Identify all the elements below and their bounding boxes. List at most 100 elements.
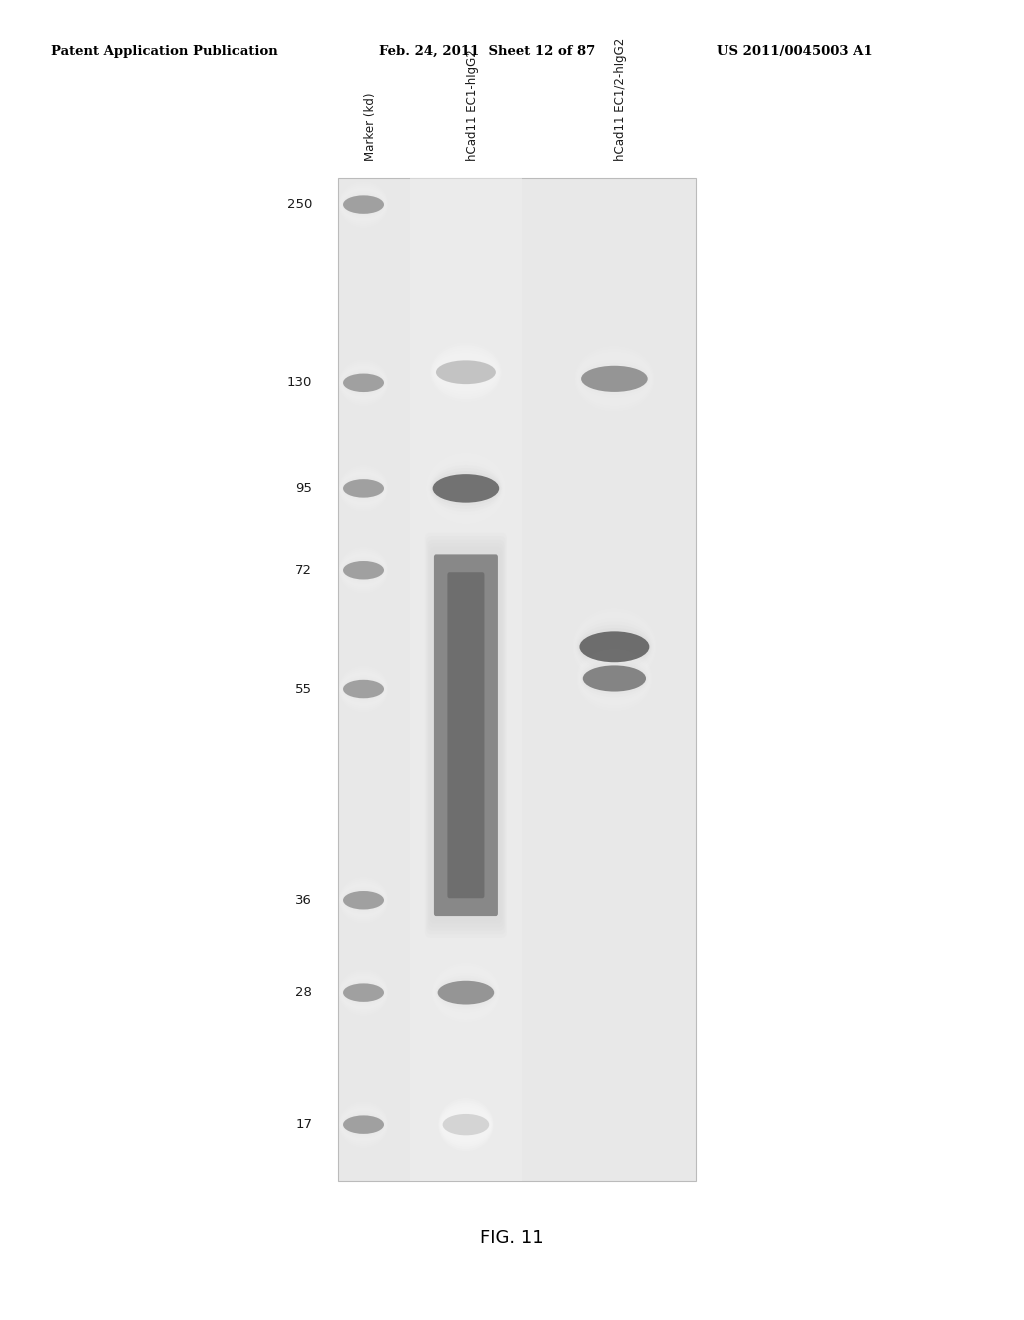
Ellipse shape — [440, 1105, 492, 1144]
Ellipse shape — [343, 891, 384, 909]
Ellipse shape — [343, 680, 384, 698]
Ellipse shape — [437, 981, 495, 1005]
Ellipse shape — [431, 345, 501, 400]
Ellipse shape — [574, 615, 654, 678]
FancyBboxPatch shape — [427, 540, 505, 931]
Ellipse shape — [432, 474, 500, 503]
Ellipse shape — [340, 1104, 387, 1146]
Ellipse shape — [343, 983, 384, 1002]
Text: FIG. 11: FIG. 11 — [480, 1229, 544, 1247]
Text: 17: 17 — [295, 1118, 312, 1131]
Ellipse shape — [339, 465, 388, 511]
Ellipse shape — [342, 887, 385, 913]
Text: 55: 55 — [295, 682, 312, 696]
Ellipse shape — [343, 1115, 384, 1134]
Ellipse shape — [340, 549, 387, 591]
Ellipse shape — [436, 360, 496, 384]
Ellipse shape — [340, 362, 387, 404]
Ellipse shape — [578, 624, 651, 669]
Ellipse shape — [580, 631, 649, 663]
Ellipse shape — [340, 972, 387, 1014]
Ellipse shape — [339, 181, 388, 227]
Ellipse shape — [432, 347, 500, 397]
Ellipse shape — [341, 977, 386, 1008]
Ellipse shape — [339, 1101, 388, 1147]
Ellipse shape — [342, 191, 385, 218]
Ellipse shape — [430, 465, 502, 512]
Ellipse shape — [343, 374, 384, 392]
Ellipse shape — [342, 372, 385, 395]
Ellipse shape — [577, 351, 652, 407]
FancyBboxPatch shape — [431, 550, 501, 920]
Ellipse shape — [341, 672, 386, 706]
Ellipse shape — [340, 364, 387, 401]
Ellipse shape — [441, 1109, 490, 1140]
Ellipse shape — [432, 471, 500, 506]
Ellipse shape — [577, 645, 652, 711]
Ellipse shape — [437, 978, 495, 1007]
Ellipse shape — [341, 675, 386, 705]
Ellipse shape — [340, 974, 387, 1011]
Ellipse shape — [343, 1115, 384, 1134]
Text: hCad11 EC1/2-hIgG2: hCad11 EC1/2-hIgG2 — [614, 38, 628, 161]
Ellipse shape — [582, 663, 647, 694]
Ellipse shape — [432, 350, 500, 395]
Ellipse shape — [341, 367, 386, 399]
FancyBboxPatch shape — [410, 178, 522, 1181]
Ellipse shape — [342, 678, 385, 701]
Text: US 2011/0045003 A1: US 2011/0045003 A1 — [717, 45, 872, 58]
Ellipse shape — [428, 459, 504, 517]
Ellipse shape — [343, 561, 384, 579]
Ellipse shape — [342, 676, 385, 702]
Ellipse shape — [339, 876, 388, 924]
Ellipse shape — [442, 1114, 489, 1135]
Ellipse shape — [341, 190, 386, 220]
Ellipse shape — [341, 884, 386, 916]
Ellipse shape — [439, 1102, 493, 1147]
Ellipse shape — [342, 370, 385, 396]
FancyBboxPatch shape — [430, 546, 502, 924]
Ellipse shape — [434, 970, 498, 1015]
Text: 130: 130 — [287, 376, 312, 389]
Ellipse shape — [437, 981, 495, 1005]
Ellipse shape — [438, 1100, 494, 1150]
Ellipse shape — [431, 469, 501, 508]
Text: 36: 36 — [296, 894, 312, 907]
Ellipse shape — [342, 982, 385, 1003]
Ellipse shape — [575, 348, 653, 409]
Ellipse shape — [583, 665, 646, 692]
FancyBboxPatch shape — [428, 544, 504, 927]
Ellipse shape — [342, 560, 385, 582]
Ellipse shape — [429, 462, 503, 515]
Ellipse shape — [339, 548, 388, 594]
Ellipse shape — [573, 611, 655, 682]
Text: 250: 250 — [287, 198, 312, 211]
Ellipse shape — [435, 973, 497, 1012]
Ellipse shape — [341, 474, 386, 503]
Text: hCad11 EC1-hIgG2: hCad11 EC1-hIgG2 — [466, 49, 479, 161]
Ellipse shape — [342, 890, 385, 911]
Ellipse shape — [341, 187, 386, 222]
Ellipse shape — [581, 660, 648, 697]
Ellipse shape — [438, 1098, 494, 1151]
Ellipse shape — [579, 358, 650, 400]
Ellipse shape — [339, 969, 388, 1016]
FancyBboxPatch shape — [338, 178, 696, 1181]
Ellipse shape — [430, 342, 502, 401]
Ellipse shape — [342, 1111, 385, 1138]
Ellipse shape — [343, 479, 384, 498]
Ellipse shape — [340, 1106, 387, 1143]
Ellipse shape — [340, 470, 387, 507]
Ellipse shape — [427, 455, 505, 521]
Ellipse shape — [442, 1111, 489, 1138]
Ellipse shape — [340, 186, 387, 224]
Ellipse shape — [339, 359, 388, 407]
Ellipse shape — [574, 346, 654, 412]
Ellipse shape — [341, 1109, 386, 1140]
Ellipse shape — [340, 467, 387, 510]
Ellipse shape — [582, 366, 647, 392]
Text: 95: 95 — [296, 482, 312, 495]
Ellipse shape — [341, 471, 386, 506]
Ellipse shape — [578, 355, 651, 403]
Text: Marker (kd): Marker (kd) — [364, 92, 377, 161]
